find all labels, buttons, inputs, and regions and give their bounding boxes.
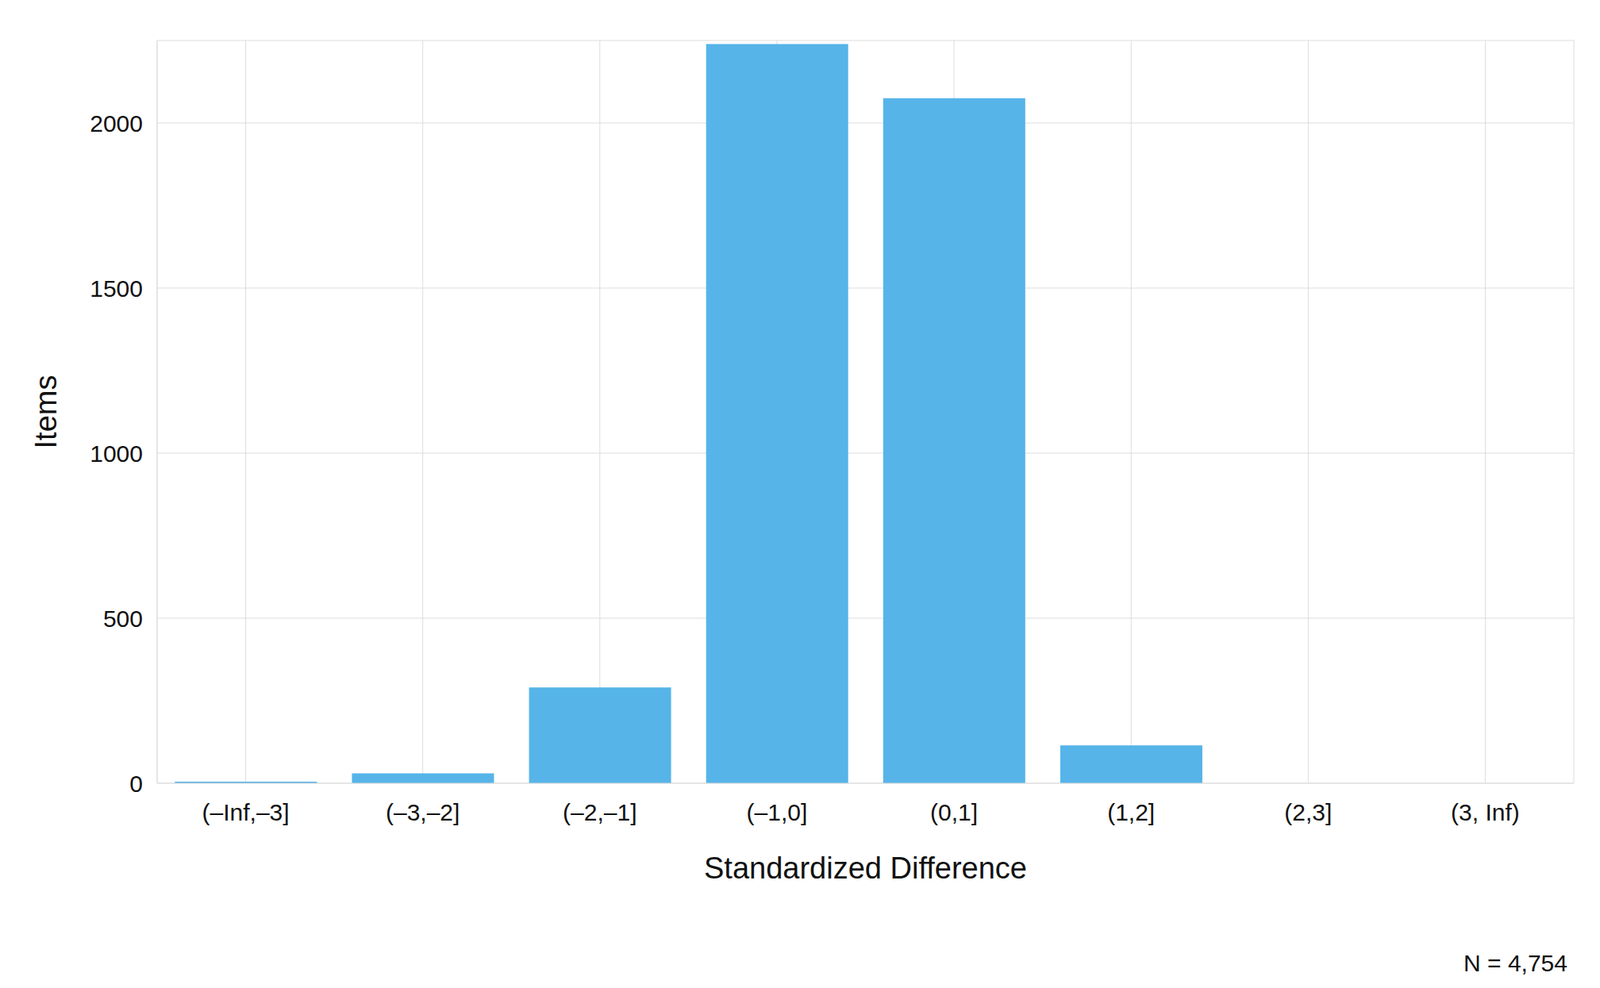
svg-text:Items: Items — [29, 375, 63, 450]
svg-text:(–3,–2]: (–3,–2] — [385, 799, 460, 826]
html-text:N = 4,754: N = 4,754 — [1463, 950, 1568, 977]
svg-text:2000: 2000 — [89, 110, 143, 137]
svg-text:1500: 1500 — [89, 275, 143, 302]
svg-text:(0,1]: (0,1] — [930, 799, 978, 826]
svg-text:(3, Inf): (3, Inf) — [1450, 799, 1520, 826]
svg-text:1000: 1000 — [89, 440, 143, 467]
svg-text:(1,2]: (1,2] — [1107, 799, 1155, 826]
svg-text:(–1,0]: (–1,0] — [746, 799, 808, 826]
svg-text:(–Inf,–3]: (–Inf,–3] — [202, 799, 290, 826]
svg-text:(2,3]: (2,3] — [1284, 799, 1332, 826]
svg-text:Standardized Difference: Standardized Difference — [703, 851, 1027, 885]
svg-text:500: 500 — [103, 605, 143, 632]
svg-text:0: 0 — [129, 770, 143, 797]
svg-text:(–2,–1]: (–2,–1] — [562, 799, 637, 826]
